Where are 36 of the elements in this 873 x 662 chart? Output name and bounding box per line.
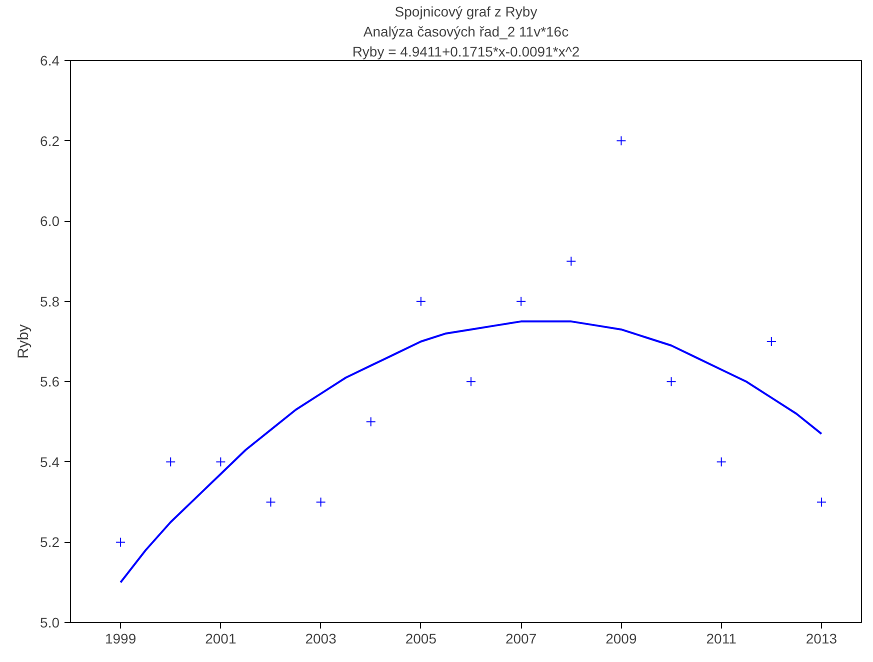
x-tick-label: 2009 [606, 630, 637, 646]
point [316, 497, 326, 508]
point [516, 296, 526, 306]
y-tick-label: 6.2 [40, 132, 60, 149]
y-tick-label: 5.2 [40, 534, 60, 550]
point [266, 497, 276, 508]
point [116, 537, 126, 548]
point [666, 376, 676, 387]
x-tick-label: 1999 [104, 630, 136, 646]
point [716, 456, 726, 467]
point [616, 136, 626, 146]
y-tick-label: 5.8 [40, 293, 60, 310]
point [816, 497, 826, 508]
line-series [120, 320, 822, 584]
y-axis-title: Ryby [15, 324, 32, 359]
point [366, 416, 376, 427]
y-tick-label: 5.4 [40, 454, 60, 470]
chart-title: Spojnicový graf z Ryby [394, 4, 538, 20]
x-tick-label: 2005 [405, 630, 437, 646]
x-tick-label: 2003 [305, 630, 337, 646]
x-tick-label: 2013 [806, 630, 838, 646]
y-tick-label: 5.0 [40, 614, 60, 630]
y-tick-label: 6.4 [40, 52, 60, 68]
point [766, 336, 776, 346]
point [166, 456, 176, 467]
point [566, 256, 576, 266]
x-tick-label: 2011 [706, 630, 737, 646]
point [416, 296, 426, 306]
x-tick-label: 2007 [505, 630, 537, 646]
point [466, 376, 476, 387]
chart-subtitle: Analýza časových řad_2 11v*16c [363, 24, 569, 40]
y-tick-label: 6.0 [40, 213, 60, 230]
point [216, 456, 226, 467]
y-tick-label: 5.6 [40, 374, 60, 390]
x-tick-label: 2001 [205, 630, 236, 646]
text: Ryby = 4.9411+0.1715*x-0.0091*x^2 [352, 44, 580, 60]
